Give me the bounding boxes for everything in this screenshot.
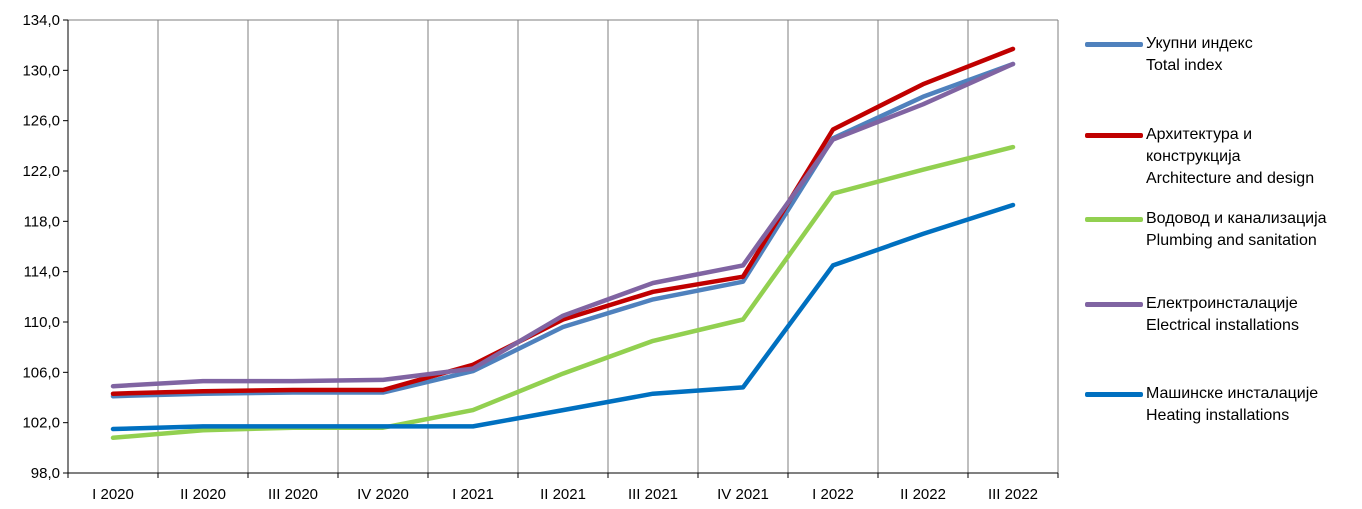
legend-swatch bbox=[1085, 217, 1143, 222]
x-tick-label: II 2020 bbox=[180, 486, 226, 503]
x-tick-label: II 2021 bbox=[540, 486, 586, 503]
series-line-4 bbox=[110, 61, 1016, 389]
legend-item-4: Електроинсталације Electrical installatio… bbox=[1085, 293, 1299, 337]
legend-label: Архитектура и конструкција Architecture an… bbox=[1146, 126, 1315, 187]
y-tick-label: 110,0 bbox=[24, 314, 60, 331]
legend-item-1: Укупни индекс Total index bbox=[1085, 33, 1253, 77]
series-line-1 bbox=[110, 61, 1016, 399]
x-tick-label: IV 2020 bbox=[357, 486, 409, 503]
y-tick-label: 130,0 bbox=[22, 62, 60, 79]
legend-item-3: Водовод и канализација Plumbing and sanit… bbox=[1085, 208, 1327, 252]
y-tick-label: 122,0 bbox=[22, 163, 60, 180]
legend-item-5: Машинске инсталације Heating installation… bbox=[1085, 383, 1318, 427]
legend-item-2: Архитектура и конструкција Architecture an… bbox=[1085, 124, 1314, 190]
y-tick-label: 98,0 bbox=[31, 465, 60, 482]
legend-label: Електроинсталације Electrical installatio… bbox=[1146, 295, 1299, 334]
x-tick-label: I 2022 bbox=[812, 486, 854, 503]
legend-label: Машинске инсталације Heating installation… bbox=[1146, 385, 1319, 424]
y-tick-label: 106,0 bbox=[22, 364, 60, 381]
legend: Укупни индекс Total index Архитектура и кон… bbox=[1085, 0, 1355, 509]
axes bbox=[63, 19, 1059, 478]
x-tick-label: III 2021 bbox=[628, 486, 678, 503]
line-chart: 98,0 102,0 106,0 110,0 114,0 118,0 122,0 126,0 1… bbox=[22, 12, 1059, 503]
x-tick-label: I 2021 bbox=[452, 486, 494, 503]
tick-labels: 98,0 102,0 106,0 110,0 114,0 118,0 122,0 126,0 1… bbox=[22, 12, 1038, 503]
y-tick-label: 126,0 bbox=[22, 113, 60, 130]
grid bbox=[67, 19, 1059, 473]
y-tick-label: 114,0 bbox=[24, 264, 60, 281]
x-tick-label: II 2022 bbox=[900, 486, 946, 503]
legend-swatch bbox=[1085, 42, 1143, 47]
x-tick-label: III 2020 bbox=[268, 486, 318, 503]
y-tick-label: 134,0 bbox=[22, 12, 60, 29]
series-line-5 bbox=[110, 202, 1016, 432]
series-lines bbox=[110, 46, 1016, 441]
x-tick-label: IV 2021 bbox=[717, 486, 769, 503]
y-tick-label: 118,0 bbox=[24, 213, 60, 230]
legend-swatch bbox=[1085, 302, 1143, 307]
legend-label: Укупни индекс Total index bbox=[1146, 35, 1253, 74]
legend-swatch bbox=[1085, 392, 1143, 397]
legend-label: Водовод и канализација Plumbing and sanit… bbox=[1146, 210, 1327, 249]
y-tick-label: 102,0 bbox=[22, 415, 60, 432]
legend-swatch bbox=[1085, 133, 1143, 138]
x-tick-label: III 2022 bbox=[988, 486, 1038, 503]
x-tick-label: I 2020 bbox=[92, 486, 134, 503]
series-line-2 bbox=[110, 46, 1016, 396]
